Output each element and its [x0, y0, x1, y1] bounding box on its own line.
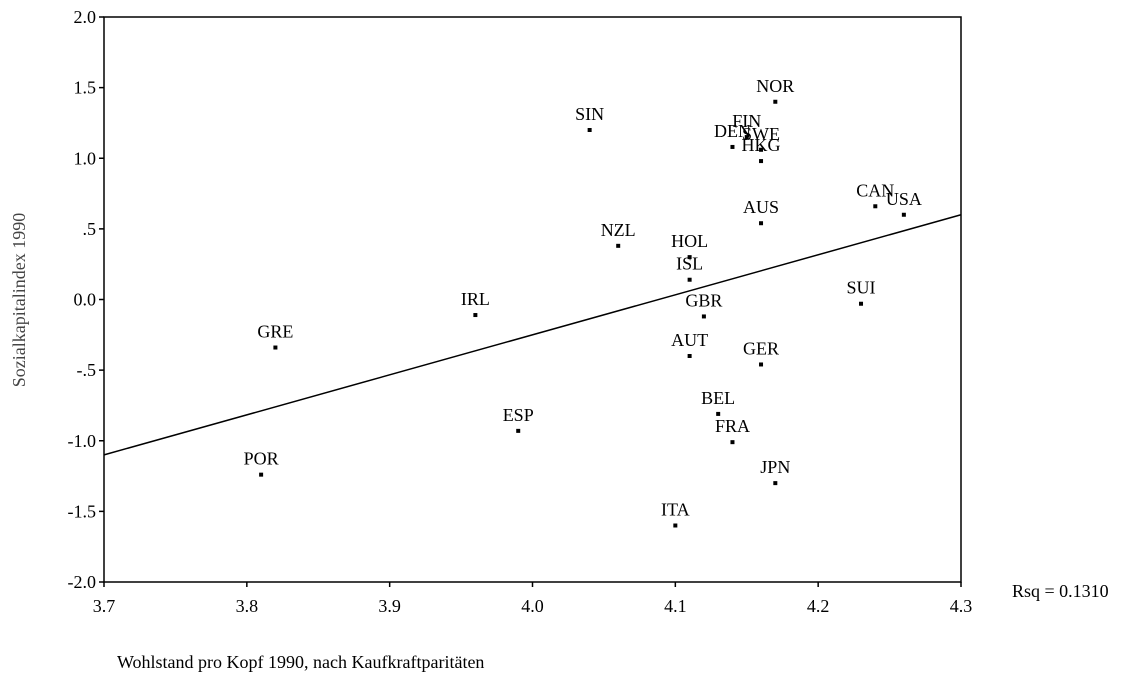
- y-tick-label: 0.0: [74, 290, 97, 310]
- point-label: AUS: [743, 197, 779, 217]
- x-tick-label: 3.9: [378, 596, 401, 616]
- data-point: [673, 524, 677, 528]
- point-label: BEL: [701, 388, 735, 408]
- point-label: GER: [743, 338, 779, 358]
- point-label: FRA: [715, 416, 750, 436]
- point-label: HOL: [671, 231, 708, 251]
- data-point: [688, 278, 692, 282]
- point-label: NZL: [601, 220, 636, 240]
- x-tick-label: 4.2: [807, 596, 830, 616]
- y-tick-label: -1.5: [68, 501, 97, 521]
- x-tick-label: 3.8: [236, 596, 259, 616]
- data-point: [588, 128, 592, 132]
- x-tick-label: 4.3: [950, 596, 973, 616]
- point-label: ESP: [503, 405, 534, 425]
- data-point: [259, 473, 263, 477]
- y-tick-label: 1.5: [74, 78, 97, 98]
- y-axis-title: Sozialkapitalindex 1990: [9, 213, 29, 387]
- point-label: ITA: [661, 500, 690, 520]
- point-label: IRL: [461, 289, 490, 309]
- point-label: AUT: [671, 330, 708, 350]
- point-label: JPN: [760, 457, 790, 477]
- y-tick-label: -1.0: [68, 431, 97, 451]
- point-label: USA: [886, 189, 922, 209]
- y-tick-label: 1.0: [74, 148, 97, 168]
- x-axis-title: Wohlstand pro Kopf 1990, nach Kaufkraftp…: [117, 652, 484, 672]
- y-tick-label: -.5: [77, 360, 97, 380]
- data-point: [688, 354, 692, 358]
- data-point: [773, 100, 777, 104]
- point-label: GBR: [685, 290, 722, 310]
- data-point: [902, 213, 906, 217]
- data-point: [516, 429, 520, 433]
- data-point: [473, 313, 477, 317]
- x-tick-label: 4.0: [521, 596, 544, 616]
- point-label: HKG: [742, 135, 781, 155]
- data-point: [759, 362, 763, 366]
- point-label: NOR: [756, 76, 794, 96]
- data-point: [773, 481, 777, 485]
- data-point: [759, 159, 763, 163]
- y-tick-label: 2.0: [74, 7, 97, 27]
- y-tick-label: .5: [83, 219, 97, 239]
- x-axis: 3.7 3.8 3.9 4.0 4.1 4.2 4.3: [93, 582, 973, 616]
- point-label: ISL: [676, 254, 703, 274]
- y-axis: 2.0 1.5 1.0 .5 0.0 -.5 -1.0 -1.5 -2.0: [68, 7, 105, 592]
- point-label: SUI: [847, 278, 876, 298]
- data-point: [273, 346, 277, 350]
- point-label: SIN: [575, 104, 604, 124]
- data-point: [859, 302, 863, 306]
- data-point: [759, 221, 763, 225]
- data-point: [730, 145, 734, 149]
- x-tick-label: 3.7: [93, 596, 116, 616]
- point-label: POR: [244, 449, 279, 469]
- x-tick-label: 4.1: [664, 596, 687, 616]
- data-point: [702, 314, 706, 318]
- rsq-annotation: Rsq = 0.1310: [1012, 581, 1109, 601]
- y-tick-label: -2.0: [68, 572, 97, 592]
- data-point: [730, 440, 734, 444]
- data-point: [616, 244, 620, 248]
- point-label: GRE: [257, 322, 293, 342]
- plot-frame: [104, 17, 961, 582]
- data-point: [873, 204, 877, 208]
